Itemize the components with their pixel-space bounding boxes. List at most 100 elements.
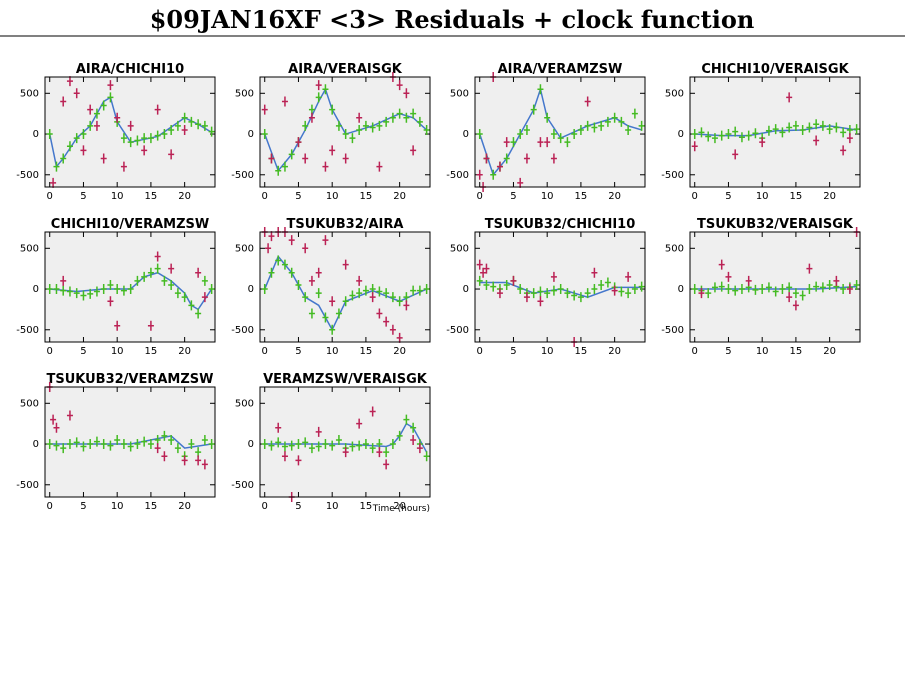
plot-frame	[689, 231, 861, 343]
residual-point	[335, 120, 342, 131]
residual-point	[711, 282, 718, 293]
plot-frame	[259, 386, 431, 498]
residual-point	[342, 447, 349, 458]
residual-point	[396, 430, 403, 441]
plot-area	[45, 77, 215, 187]
residual-point	[60, 443, 67, 454]
panel-title: CHICHI10/VERAISGK	[701, 62, 849, 77]
residual-point	[134, 135, 141, 146]
residual-point	[120, 439, 127, 450]
residual-point	[819, 282, 826, 293]
residual-point	[161, 451, 168, 462]
residual-point	[423, 124, 430, 135]
residual-point	[718, 130, 725, 141]
x-tick-label: 5	[295, 501, 301, 512]
residual-point	[584, 120, 591, 131]
residual-point	[275, 165, 282, 176]
y-tick-label: 0	[463, 284, 469, 295]
residual-point	[329, 296, 336, 307]
residual-point	[147, 439, 154, 450]
residual-point	[369, 443, 376, 454]
residual-point	[840, 145, 847, 156]
residual-point	[496, 161, 503, 172]
residual-point	[168, 434, 175, 445]
x-tick-label: 20	[393, 191, 406, 202]
residual-point	[786, 122, 793, 133]
residual-point	[107, 296, 114, 307]
residual-point	[107, 92, 114, 103]
residual-point	[483, 263, 490, 274]
residual-point	[517, 177, 524, 188]
residual-point	[66, 286, 73, 297]
residual-point	[813, 135, 820, 146]
residual-point	[732, 285, 739, 296]
residual-point	[114, 112, 121, 123]
residual-point	[349, 441, 356, 452]
residual-point	[87, 104, 94, 115]
y-tick-label: 500	[665, 243, 684, 254]
residual-point	[201, 459, 208, 470]
residual-point	[403, 414, 410, 425]
residual-point	[806, 284, 813, 295]
residual-point	[840, 284, 847, 295]
residual-point	[107, 279, 114, 290]
x-tick-label: 15	[360, 191, 373, 202]
x-tick-label: 15	[360, 346, 373, 357]
residual-point	[503, 153, 510, 164]
residual-point	[107, 440, 114, 451]
residual-point	[571, 129, 578, 140]
residual-point	[120, 285, 127, 296]
residual-point	[517, 129, 524, 140]
residual-point	[705, 131, 712, 142]
residual-point	[335, 434, 342, 445]
residual-point	[423, 451, 430, 462]
residual-point	[389, 324, 396, 335]
residual-point	[268, 231, 275, 242]
y-tick-label: 500	[450, 243, 469, 254]
residual-point	[201, 434, 208, 445]
residual-point	[503, 279, 510, 290]
x-tick-label: 0	[47, 346, 53, 357]
residual-point	[188, 300, 195, 311]
residual-point	[711, 133, 718, 144]
residual-point	[611, 285, 618, 296]
plot-frame	[474, 231, 646, 343]
residual-point	[752, 128, 759, 139]
residual-point	[557, 133, 564, 144]
residual-point	[813, 281, 820, 292]
x-tick-label: 15	[145, 346, 158, 357]
residual-point	[383, 459, 390, 470]
y-tick-label: 0	[248, 129, 254, 140]
residual-point	[705, 288, 712, 299]
residual-point	[335, 308, 342, 319]
x-tick-label: 0	[692, 191, 698, 202]
y-tick-label: 0	[33, 284, 39, 295]
residual-point	[342, 296, 349, 307]
residual-point	[308, 275, 315, 286]
residual-point	[846, 284, 853, 295]
residual-point	[396, 108, 403, 119]
x-tick-label: 15	[790, 346, 803, 357]
residual-point	[759, 137, 766, 148]
x-tick-label: 20	[393, 346, 406, 357]
y-tick-label: 0	[678, 284, 684, 295]
residual-point	[168, 149, 175, 160]
x-tick-label: 5	[80, 346, 86, 357]
x-tick-label: 20	[608, 346, 621, 357]
residual-point	[174, 443, 181, 454]
residual-point	[625, 288, 632, 299]
residual-point	[120, 133, 127, 144]
residual-point	[60, 153, 67, 164]
residual-point	[87, 120, 94, 131]
residual-point	[66, 439, 73, 450]
x-tick-label: 0	[692, 346, 698, 357]
y-tick-label: -500	[231, 480, 254, 491]
residual-point	[295, 439, 302, 450]
x-tick-label: 10	[111, 346, 124, 357]
residual-point	[322, 161, 329, 172]
residual-point	[725, 129, 732, 140]
residual-point	[410, 108, 417, 119]
x-tick-label: 5	[80, 191, 86, 202]
x-tick-label: 10	[111, 501, 124, 512]
x-tick-label: 20	[178, 346, 191, 357]
